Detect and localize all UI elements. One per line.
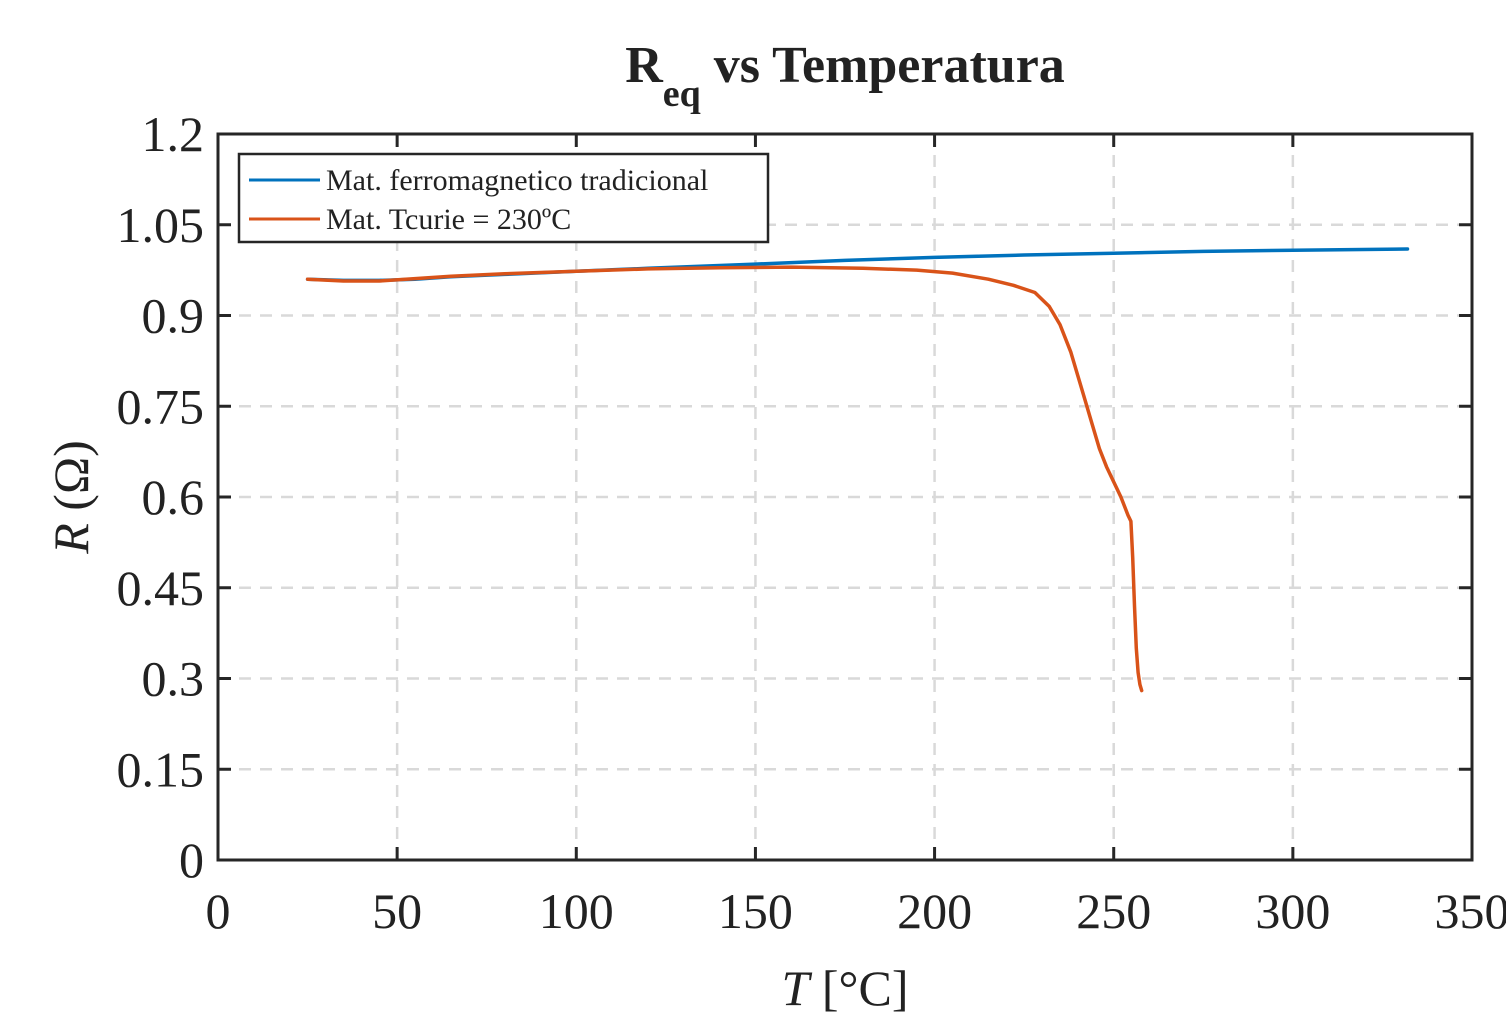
y-axis-symbol: R xyxy=(43,523,99,555)
x-tick-label: 150 xyxy=(718,883,793,939)
x-tick-label: 300 xyxy=(1255,883,1330,939)
legend-label-series-2: Mat. Tcurie = 230ºC xyxy=(326,203,571,236)
x-tick-label: 0 xyxy=(206,883,231,939)
y-tick-label: 0.3 xyxy=(142,651,205,707)
y-axis-label: R (Ω) xyxy=(43,440,99,555)
y-tick-label: 0.15 xyxy=(117,741,205,797)
y-tick-label: 0.9 xyxy=(142,288,205,344)
x-tick-label: 200 xyxy=(897,883,972,939)
chart-title-subscript: eq xyxy=(663,73,701,115)
legend: Mat. ferromagnetico tradicional Mat. Tcu… xyxy=(237,152,770,244)
x-tick-label: 50 xyxy=(372,883,422,939)
y-axis-unit: (Ω) xyxy=(43,440,99,523)
x-axis-label: T [°C] xyxy=(782,960,909,1016)
axes-box xyxy=(216,132,1474,862)
y-tick-label: 0 xyxy=(179,832,204,888)
y-tick-label: 0.45 xyxy=(117,560,205,616)
y-tick-label: 0.75 xyxy=(117,378,205,434)
series-line-2 xyxy=(305,265,1144,693)
x-axis-unit: [°C] xyxy=(809,960,908,1016)
x-tick-label: 350 xyxy=(1435,883,1506,939)
grid xyxy=(218,134,1472,860)
series-layer xyxy=(305,247,1410,693)
y-tick-label: 0.6 xyxy=(142,469,205,525)
chart-title: Req vs Temperatura xyxy=(625,37,1065,115)
chart-title-rest: vs Temperatura xyxy=(701,37,1065,94)
ticks: 0 50 100 150 200 250 300 350 0 0.15 0.3 0.45 0.6 0.75… xyxy=(117,106,1506,939)
legend-label-series-1: Mat. ferromagnetico tradicional xyxy=(326,164,708,197)
x-tick-label: 250 xyxy=(1076,883,1151,939)
y-tick-label: 1.2 xyxy=(142,106,205,162)
y-tick-label: 1.05 xyxy=(117,197,205,253)
x-tick-label: 100 xyxy=(539,883,614,939)
plot-area xyxy=(218,134,1472,860)
legend-box xyxy=(237,152,770,244)
x-axis-symbol: T xyxy=(782,960,813,1016)
chart-title-main: R xyxy=(625,37,664,94)
